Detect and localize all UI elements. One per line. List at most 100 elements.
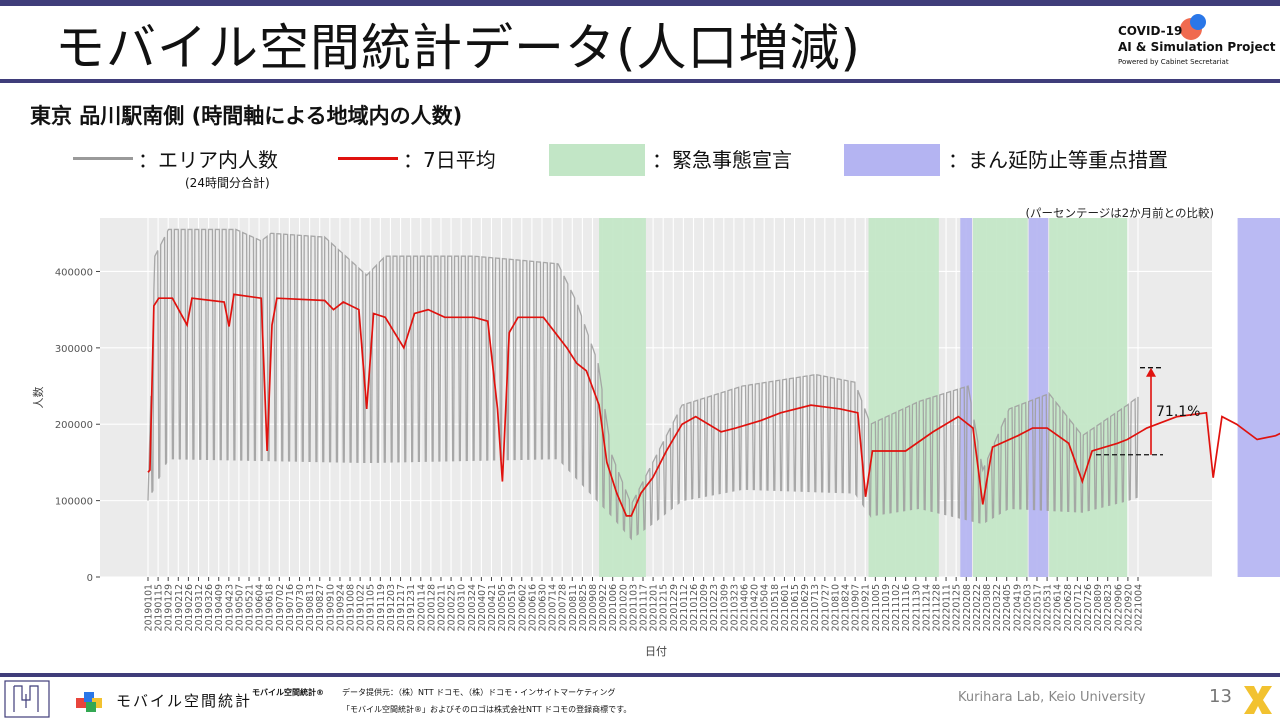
x-tick-label: 20200324	[467, 584, 478, 631]
logo-line-3: Powered by Cabinet Secretariat	[1118, 58, 1229, 66]
x-tick-label: 20200211	[436, 584, 447, 631]
footer: モバイル空間統計 モバイル空間統計® データ提供元：（株）NTT ドコモ、（株）…	[0, 678, 1280, 720]
x-tick-label: 20210112	[679, 584, 690, 631]
x-tick-label: 20200714	[548, 584, 559, 631]
footer-trademark: 「モバイル空間統計®」およびそのロゴは株式会社NTT ドコモの登録商標です。	[342, 705, 632, 714]
x-tick-label: 20220308	[982, 584, 993, 631]
x-tick-label: 20200421	[487, 584, 498, 631]
x-tick-label: 20191217	[396, 584, 407, 631]
x-tick-label: 20220503	[1022, 584, 1033, 631]
x-tick-label: 20210518	[770, 584, 781, 631]
x-tick-label: 20201215	[659, 584, 670, 631]
y-tick-label: 300000	[55, 344, 93, 355]
legend-semi-swatch	[844, 144, 940, 176]
footer-lab: Kurihara Lab, Keio University	[958, 690, 1146, 705]
x-tick-label: 20210907	[851, 584, 862, 631]
x-tick-label: 20210420	[750, 584, 761, 631]
x-tick-label: 20210406	[740, 584, 751, 631]
x-tick-label: 20210126	[689, 584, 700, 631]
x-tick-label: 20211130	[911, 584, 922, 631]
x-tick-label: 20200225	[447, 584, 458, 631]
x-tick-label: 20190226	[184, 584, 195, 631]
x-tick-label: 20200825	[578, 584, 589, 631]
x-tick-label: 20220208	[962, 584, 973, 631]
x-tick-label: 20190507	[234, 584, 245, 631]
legend-area-note: (24時間分合計)	[185, 176, 270, 190]
x-tick-label: 20200505	[497, 584, 508, 631]
x-tick-label: 20190423	[224, 584, 235, 631]
x-tick-label: 20201229	[669, 584, 680, 631]
x-tick-label: 20190618	[265, 584, 276, 631]
y-tick-label: 0	[87, 573, 93, 584]
x-tick-label: 20200407	[477, 584, 488, 631]
x-tick-label: 20210223	[709, 584, 720, 631]
x-tick-label: 20190702	[275, 584, 286, 631]
chart-note: (パーセンテージは2か月前との比較)	[1026, 206, 1214, 220]
x-tick-label: 20200616	[527, 584, 538, 631]
x-tick-label: 20220614	[1053, 584, 1064, 631]
x-tick-label: 20220906	[1113, 584, 1124, 631]
x-tick-label: 20190730	[295, 584, 306, 631]
x-tick-label: 20200602	[517, 584, 528, 631]
x-tick-label: 20201006	[608, 584, 619, 631]
y-tick-label: 100000	[55, 497, 93, 508]
legend-avg-swatch	[338, 157, 398, 160]
y-tick-label: 400000	[55, 267, 93, 278]
legend-emergency-swatch	[549, 144, 645, 176]
x-tick-label: 20201020	[618, 584, 629, 631]
x-tick-label: 20200811	[568, 584, 579, 631]
x-tick-label: 20220517	[1032, 584, 1043, 631]
x-tick-label: 20190521	[245, 584, 256, 631]
y-axis-label: 人数	[32, 387, 45, 409]
lab-logo-icon	[4, 680, 50, 718]
x-tick-label: 20220111	[942, 584, 953, 631]
page-title: モバイル空間統計データ(人口増減)	[55, 19, 862, 77]
emergency-period-band	[973, 218, 1028, 577]
x-tick-label: 20210713	[810, 584, 821, 631]
x-tick-label: 20190101	[144, 584, 155, 631]
x-tick-label: 20200114	[416, 584, 427, 631]
x-tick-label: 20210309	[719, 584, 730, 631]
x-tick-label: 20220628	[1063, 584, 1074, 631]
legend-emergency-label: ：緊急事態宣言	[652, 148, 792, 172]
x-tick-label: 20210921	[861, 584, 872, 631]
x-tick-label: 20220712	[1073, 584, 1084, 631]
title-rule	[0, 79, 1280, 83]
emergency-period-band	[868, 218, 939, 577]
logo-line-1: COVID-19	[1118, 24, 1183, 38]
mobile-stats-logo-icon	[76, 692, 102, 712]
x-tick-label: 20190827	[315, 584, 326, 631]
legend: ：エリア内人数 (24時間分合計) ：7日平均 ：緊急事態宣言 ：まん延防止等重…	[0, 144, 1280, 194]
x-tick-label: 20210209	[699, 584, 710, 631]
x-tick-label: 20220419	[1012, 584, 1023, 631]
x-tick-label: 20210824	[841, 584, 852, 631]
x-tick-label: 20220322	[992, 584, 1003, 631]
x-tick-label: 20210323	[729, 584, 740, 631]
x-tick-label: 20220809	[1093, 584, 1104, 631]
project-logo: COVID-19 AI & Simulation Project Powered…	[1118, 14, 1278, 74]
x-tick-label: 20210504	[760, 584, 771, 631]
x-tick-label: 20191008	[346, 584, 357, 631]
x-tick-label: 20190716	[285, 584, 296, 631]
legend-area-label: ：エリア内人数	[138, 148, 278, 172]
x-tick-label: 20221004	[1134, 584, 1145, 631]
x-tick-label: 20211102	[891, 584, 902, 631]
page-number: 13	[1209, 686, 1232, 707]
x-tick-label: 20190813	[305, 584, 316, 631]
x-tick-label: 20220125	[952, 584, 963, 631]
footer-brand: モバイル空間統計®	[252, 688, 324, 697]
legend-avg-label: ：7日平均	[403, 148, 496, 172]
x-tick-label: 20191022	[356, 584, 367, 631]
annotation-arrow-head	[1146, 367, 1156, 377]
x-tick-label: 20210727	[820, 584, 831, 631]
x-tick-label: 20190924	[335, 584, 346, 631]
chart-subtitle: 東京 品川駅南側 (時間軸による地域内の人数)	[30, 104, 463, 128]
x-tick-label: 20201117	[639, 584, 650, 631]
footer-provider: データ提供元：（株）NTT ドコモ、（株）ドコモ・インサイトマーケティング	[342, 688, 616, 697]
legend-area-swatch	[73, 157, 133, 160]
x-tick-label: 20201103	[628, 584, 639, 631]
emergency-period-band	[1049, 218, 1128, 577]
logo-blue-dot	[1190, 14, 1206, 30]
population-line-chart: 0 100000 200000 300000 400000 20190101 2019011…	[32, 206, 1280, 658]
top-rule	[0, 0, 1280, 6]
